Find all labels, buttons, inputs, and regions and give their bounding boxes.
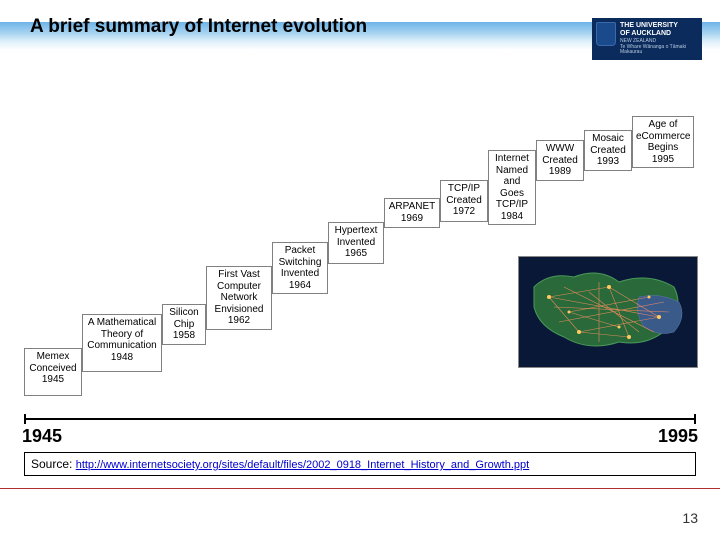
step-memex: Memex Conceived 1945 (24, 348, 82, 396)
crest-icon (596, 22, 616, 46)
step-tcpip: TCP/IP Created 1972 (440, 180, 488, 222)
step-www: WWW Created 1989 (536, 140, 584, 181)
axis-end-year: 1995 (658, 426, 698, 447)
step-packet: Packet Switching Invented 1964 (272, 242, 328, 294)
uni-tagline: Te Whare Wānanga o Tāmaki Makaurau (620, 44, 686, 56)
source-link[interactable]: http://www.internetsociety.org/sites/def… (76, 459, 530, 471)
axis-tick-right (694, 414, 696, 424)
step-ecom: Age of eCommerce Begins 1995 (632, 116, 694, 168)
footer-rule (0, 488, 720, 489)
timeline-axis (24, 418, 696, 420)
step-mosaic: Mosaic Created 1993 (584, 130, 632, 171)
step-math: A Mathematical Theory of Communication 1… (82, 314, 162, 372)
step-hypertext: Hypertext Invented 1965 (328, 222, 384, 264)
source-label: Source: (31, 457, 72, 471)
uni-line1: THE UNIVERSITY (620, 22, 678, 29)
step-internet: Internet Named and Goes TCP/IP 1984 (488, 150, 536, 225)
source-box: Source: http://www.internetsociety.org/s… (24, 452, 696, 476)
axis-tick-left (24, 414, 26, 424)
slide-title: A brief summary of Internet evolution (30, 16, 367, 38)
uni-line2: OF AUCKLAND (620, 30, 671, 37)
university-logo: THE UNIVERSITYOF AUCKLAND NEW ZEALANDTe … (592, 18, 702, 60)
step-network: First Vast Computer Network Envisioned 1… (206, 266, 272, 330)
step-arpanet: ARPANET 1969 (384, 198, 440, 228)
page-number: 13 (682, 510, 698, 526)
axis-start-year: 1945 (22, 426, 62, 447)
step-silicon: Silicon Chip 1958 (162, 304, 206, 345)
network-map-image (518, 256, 698, 368)
